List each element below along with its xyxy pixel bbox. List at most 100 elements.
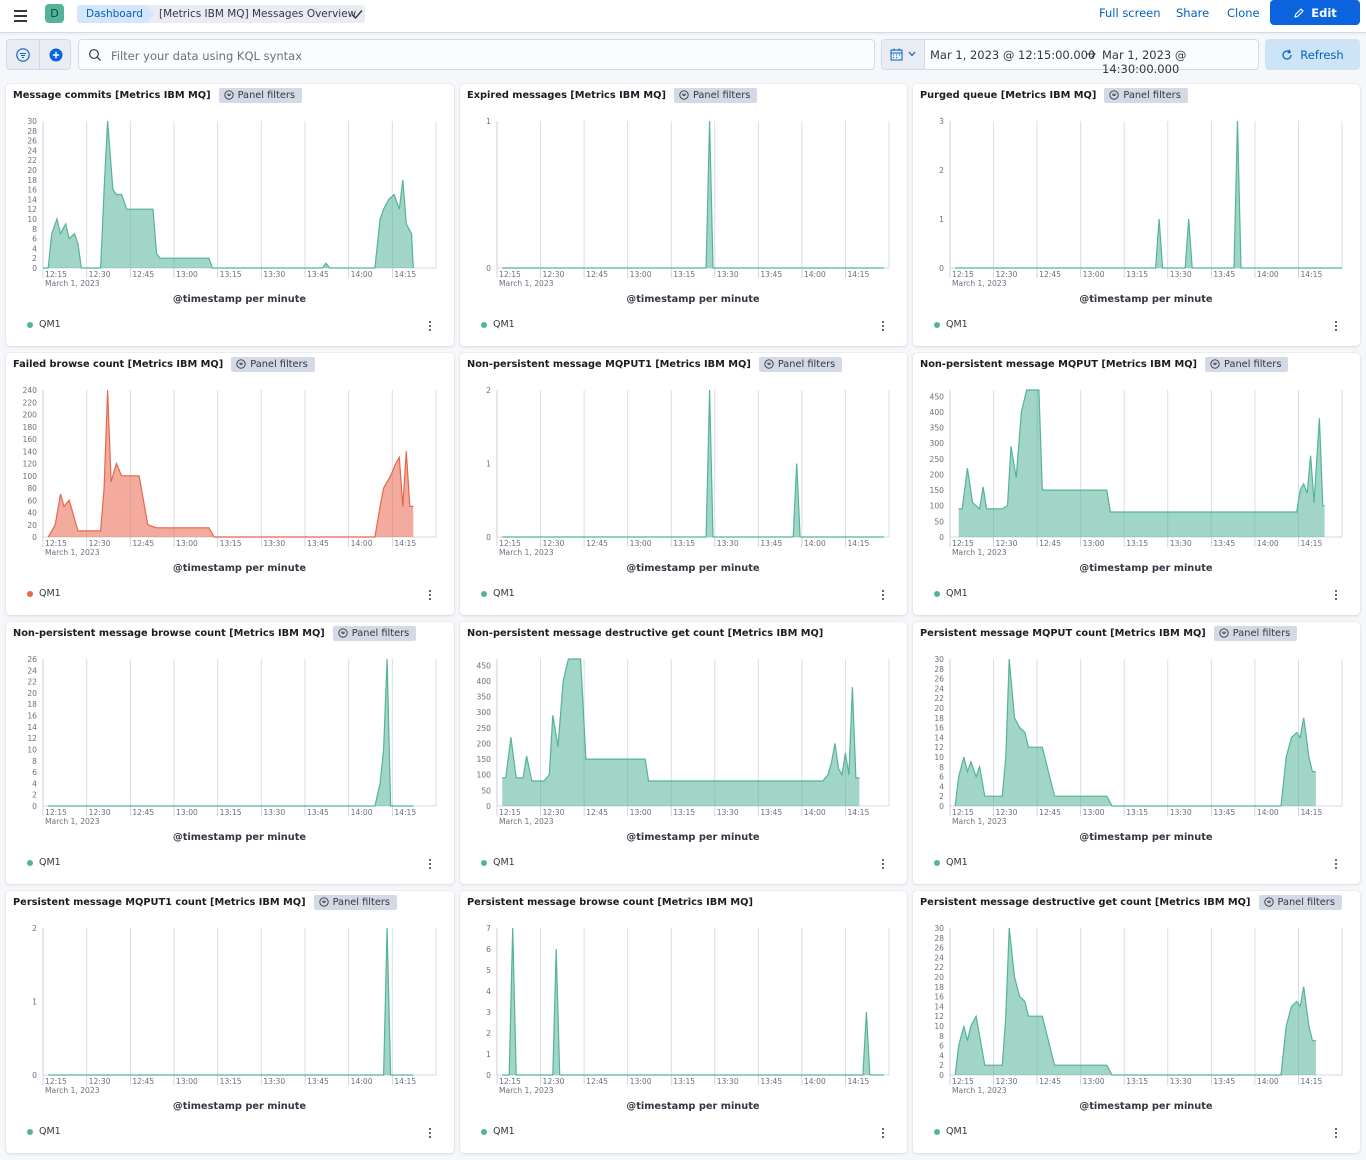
panel-options-icon[interactable]	[880, 1126, 886, 1140]
panel-filters-badge[interactable]: Panel filters	[231, 356, 315, 372]
x-tick-label: 13:30	[1170, 270, 1192, 279]
panel-title: Persistent message MQPUT1 count [Metrics…	[13, 896, 306, 908]
x-axis-subtitle: March 1, 2023	[45, 548, 100, 557]
area-chart[interactable]: 12:15 12:30 12:45 13:00 13:15 13:30 13:45 14:00…	[913, 353, 1360, 615]
x-tick-label: 13:15	[673, 808, 695, 817]
edit-button[interactable]: Edit	[1270, 0, 1360, 25]
check-icon[interactable]	[350, 7, 364, 21]
area-chart[interactable]: 12:15 12:30 12:45 13:00 13:15 13:30 13:45 14:00…	[913, 622, 1360, 884]
date-end[interactable]: Mar 1, 2023 @ 14:30:00.000	[1102, 48, 1187, 76]
y-tick-label: 12	[934, 743, 944, 752]
date-start[interactable]: Mar 1, 2023 @ 12:15:00.000	[930, 48, 1096, 62]
y-tick-label: 8	[939, 763, 944, 772]
panel-options-icon[interactable]	[880, 857, 886, 871]
panel-title: Persistent message destructive get count…	[920, 896, 1251, 908]
series-line	[954, 927, 1316, 1076]
legend-color-dot	[27, 1129, 33, 1135]
panel-options-icon[interactable]	[427, 588, 433, 602]
filter-actions	[6, 39, 71, 70]
y-tick-label: 12	[934, 1012, 944, 1021]
x-axis-subtitle: March 1, 2023	[952, 279, 1007, 288]
legend-item[interactable]: QM1	[946, 1126, 968, 1137]
legend-item[interactable]: QM1	[39, 319, 61, 330]
series-line	[955, 120, 1342, 269]
panel-title-row: Persistent message MQPUT count [Metrics …	[920, 625, 1298, 641]
area-chart[interactable]: 12:15 12:30 12:45 13:00 13:15 13:30 13:45 14:00…	[913, 84, 1360, 346]
panel-filters-badge[interactable]: Panel filters	[1258, 894, 1342, 910]
y-tick-label: 16	[27, 712, 37, 721]
y-tick-label: 28	[934, 934, 944, 943]
panel-title: Purged queue [Metrics IBM MQ]	[920, 89, 1097, 101]
legend-item[interactable]: QM1	[39, 857, 61, 868]
area-chart[interactable]: 12:15 12:30 12:45 13:00 13:15 13:30 13:45 14:00…	[6, 891, 454, 1153]
y-tick-label: 28	[27, 127, 37, 136]
y-tick-label: 16	[27, 186, 37, 195]
panel-title-row: Persistent message browse count [Metrics…	[467, 894, 753, 910]
y-tick-label: 1	[939, 215, 944, 224]
area-chart[interactable]: 12:15 12:30 12:45 13:00 13:15 13:30 13:45 14:00…	[6, 353, 454, 615]
legend-item[interactable]: QM1	[946, 319, 968, 330]
panel-options-icon[interactable]	[1333, 588, 1339, 602]
panel-options-icon[interactable]	[880, 319, 886, 333]
panel-options-icon[interactable]	[427, 1126, 433, 1140]
x-tick-label: 13:30	[1170, 539, 1192, 548]
legend-item[interactable]: QM1	[493, 588, 515, 599]
panel-filters-label: Panel filters	[777, 358, 836, 370]
panel-filters-label: Panel filters	[250, 358, 308, 370]
panel-options-icon[interactable]	[427, 319, 433, 333]
y-tick-label: 400	[477, 677, 492, 686]
filter-icon	[223, 90, 234, 100]
panel-filters-badge[interactable]: Panel filters	[1205, 356, 1289, 372]
legend-item[interactable]: QM1	[493, 857, 515, 868]
x-tick-label: 13:45	[760, 539, 782, 548]
area-chart[interactable]: 12:15 12:30 12:45 13:00 13:15 13:30 13:45 14:00…	[460, 84, 907, 346]
x-tick-label: 13:45	[307, 270, 329, 279]
clone-link[interactable]: Clone	[1227, 6, 1260, 20]
panel: Non-persistent message MQPUT [Metrics IB…	[913, 353, 1360, 615]
panel-filters-badge[interactable]: Panel filters	[673, 87, 758, 103]
x-tick-label: 14:15	[847, 1077, 869, 1086]
panel-options-icon[interactable]	[1333, 857, 1339, 871]
x-tick-label: 13:15	[1126, 808, 1148, 817]
area-chart[interactable]: 12:15 12:30 12:45 13:00 13:15 13:30 13:45 14:00…	[460, 353, 907, 615]
y-tick-label: 7	[486, 924, 491, 933]
panel-filters-badge[interactable]: Panel filters	[1213, 625, 1298, 641]
panel-filters-badge[interactable]: Panel filters	[313, 894, 398, 910]
legend-item[interactable]: QM1	[493, 1126, 515, 1137]
panel-filters-badge[interactable]: Panel filters	[758, 356, 843, 372]
breadcrumb-dashboard[interactable]: Dashboard	[77, 5, 157, 23]
full-screen-link[interactable]: Full screen	[1099, 6, 1161, 20]
share-link[interactable]: Share	[1176, 6, 1210, 20]
refresh-button[interactable]: Refresh	[1265, 39, 1360, 70]
x-tick-label: 12:45	[132, 808, 154, 817]
menu-icon[interactable]	[10, 6, 32, 26]
legend-item[interactable]: QM1	[493, 319, 515, 330]
panel-filters-badge[interactable]: Panel filters	[332, 625, 417, 641]
filter-menu-icon[interactable]	[15, 47, 31, 63]
legend-item[interactable]: QM1	[39, 588, 61, 599]
area-chart[interactable]: 12:15 12:30 12:45 13:00 13:15 13:30 13:45 14:00…	[460, 891, 907, 1153]
quick-menu-button[interactable]	[882, 40, 925, 69]
panel-options-icon[interactable]	[1333, 1126, 1339, 1140]
panel-filters-badge[interactable]: Panel filters	[218, 87, 303, 103]
area-chart[interactable]: 12:15 12:30 12:45 13:00 13:15 13:30 13:45 14:00…	[6, 622, 454, 884]
legend-item[interactable]: QM1	[39, 1126, 61, 1137]
panel-options-icon[interactable]	[1333, 319, 1339, 333]
panel-options-icon[interactable]	[880, 588, 886, 602]
x-tick-label: 13:30	[717, 808, 739, 817]
top-header: D Dashboard [Metrics IBM MQ] Messages Ov…	[0, 0, 1366, 33]
panel-options-icon[interactable]	[427, 857, 433, 871]
search-input[interactable]	[109, 46, 853, 66]
space-avatar[interactable]: D	[45, 4, 64, 23]
area-chart[interactable]: 12:15 12:30 12:45 13:00 13:15 13:30 13:45 14:00…	[913, 891, 1360, 1153]
add-filter-icon[interactable]	[48, 47, 64, 63]
panel-title: Persistent message browse count [Metrics…	[467, 896, 753, 908]
x-tick-label: 12:15	[45, 808, 67, 817]
y-tick-label: 20	[27, 166, 37, 175]
area-chart[interactable]: 12:15 12:30 12:45 13:00 13:15 13:30 13:45 14:00…	[460, 622, 907, 884]
legend-item[interactable]: QM1	[946, 857, 968, 868]
panel-filters-badge[interactable]: Panel filters	[1104, 87, 1188, 103]
legend-item[interactable]: QM1	[946, 588, 968, 599]
area-chart[interactable]: 12:15 12:30 12:45 13:00 13:15 13:30 13:45 14:00…	[6, 84, 454, 346]
